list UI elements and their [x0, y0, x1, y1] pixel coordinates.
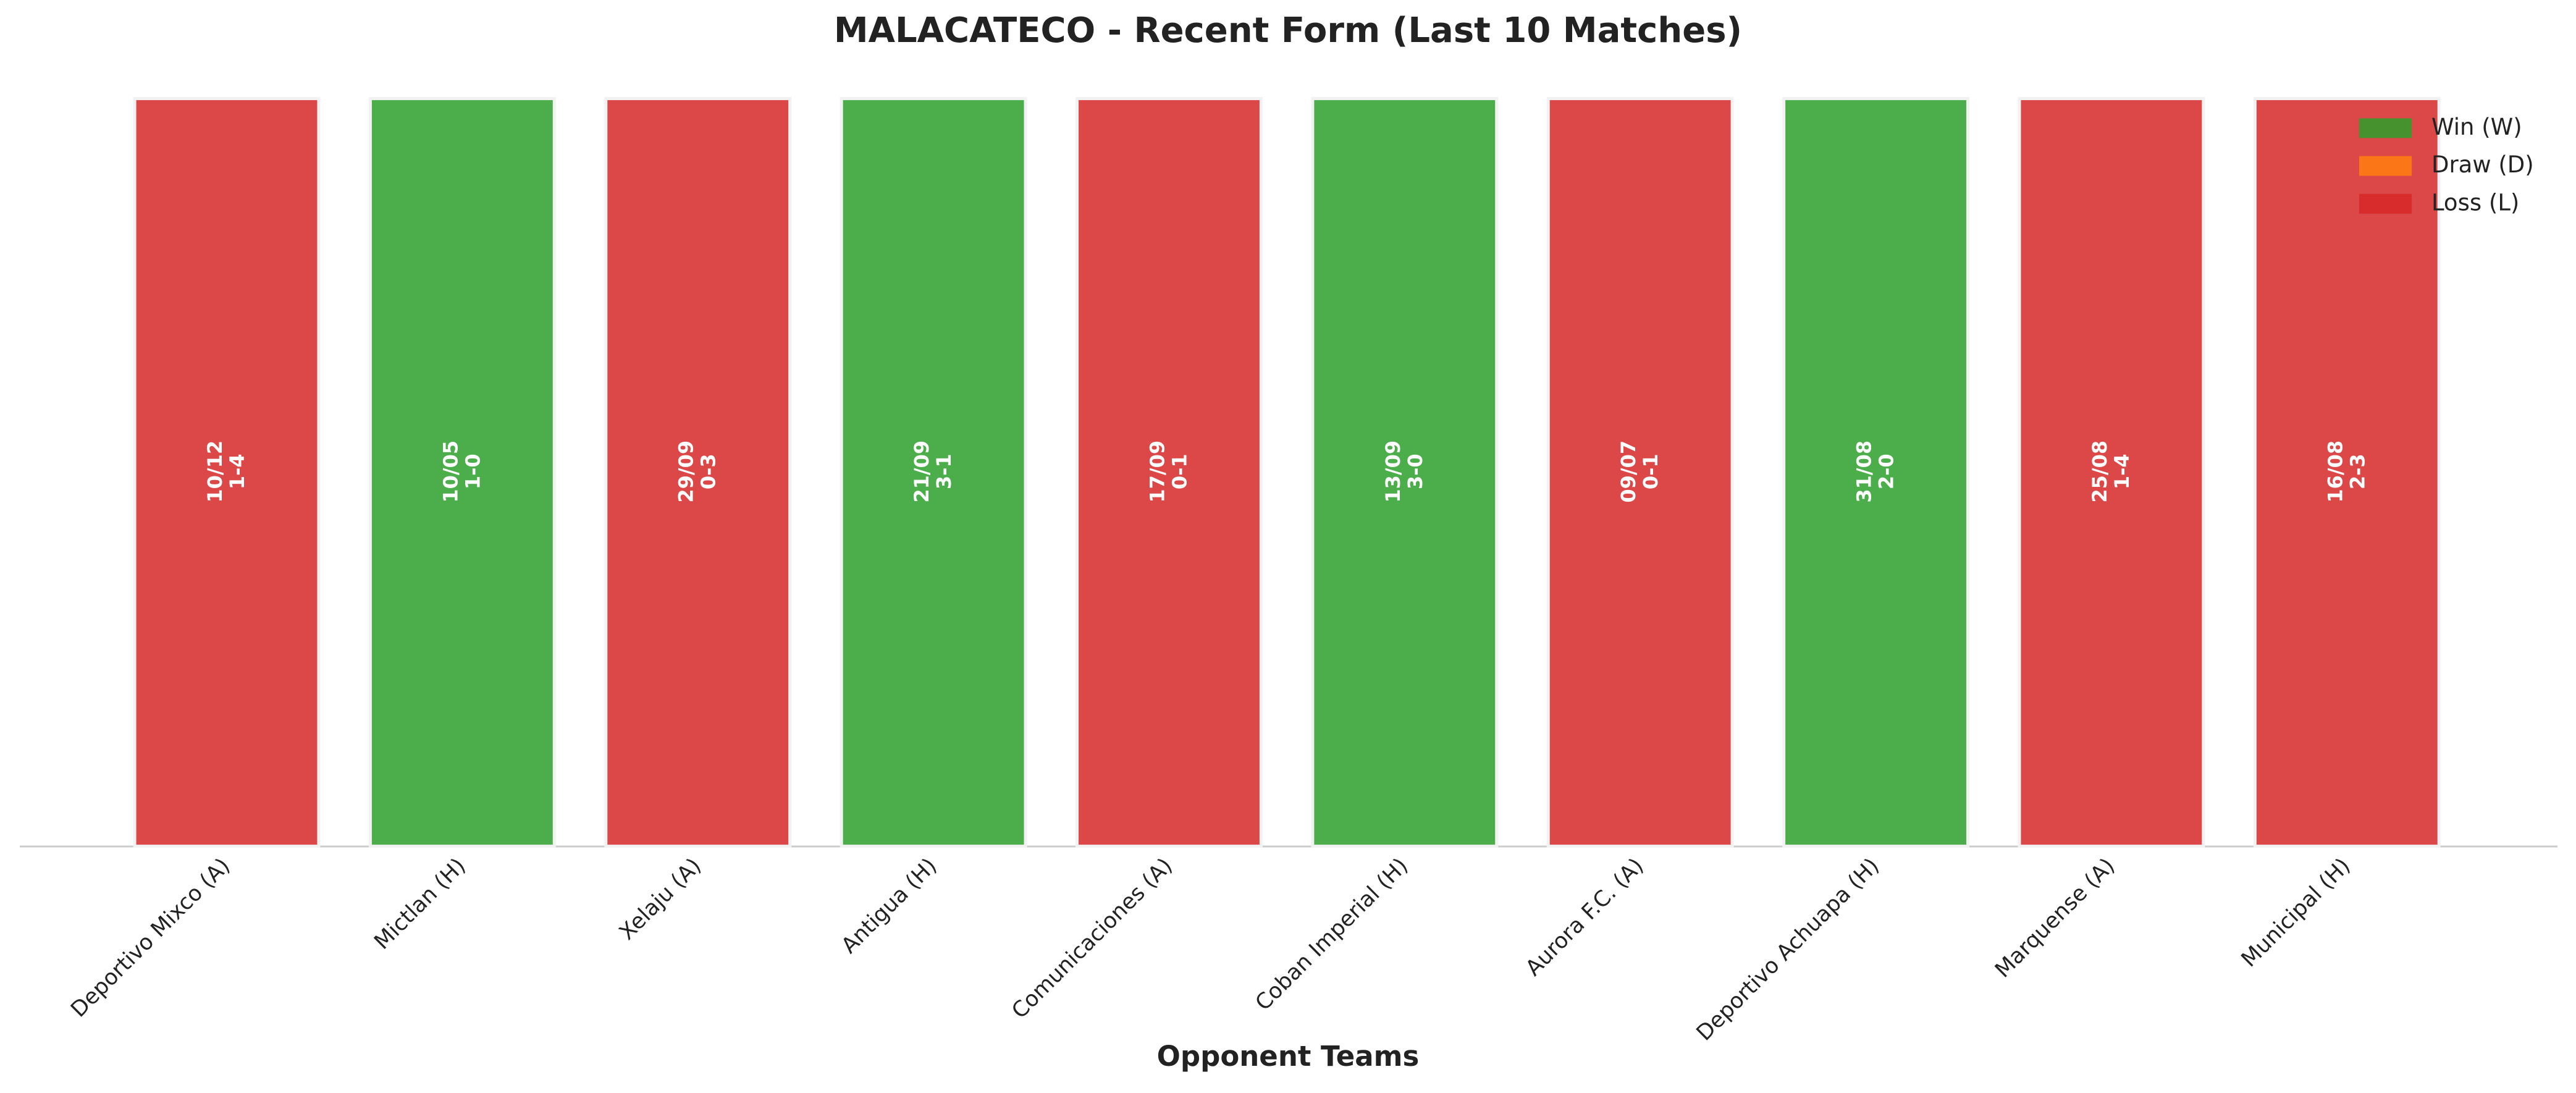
match-score: 3-1: [932, 454, 956, 489]
x-tick-label: Mictlan (H): [369, 853, 470, 954]
match-date: 17/09: [1145, 441, 1169, 503]
match-date: 29/09: [675, 441, 698, 503]
match-date: 31/08: [1853, 441, 1876, 503]
match-score: 1-0: [461, 454, 484, 489]
x-tick-label: Marquense (A): [1990, 853, 2119, 982]
match-date: 16/08: [2323, 441, 2347, 503]
match-score: 3-0: [1404, 454, 1427, 489]
bar: [604, 97, 792, 848]
x-tick-label: Deportivo Achuapa (H): [1692, 853, 1884, 1045]
match-date: 25/08: [2088, 441, 2111, 503]
match-date: 21/09: [910, 441, 933, 503]
x-axis-label: Opponent Teams: [1157, 1040, 1420, 1073]
match-date: 10/12: [203, 441, 227, 503]
bar: [133, 97, 321, 848]
match-score: 0-1: [1168, 454, 1191, 489]
match-score: 1-4: [225, 454, 249, 489]
x-tick-label: Municipal (H): [2237, 853, 2355, 972]
bar: [2018, 97, 2205, 848]
x-tick-label: Coban Imperial (H): [1251, 853, 1413, 1015]
bar: [1782, 97, 1969, 848]
match-score: 2-0: [1875, 454, 1898, 489]
bar: [2253, 97, 2441, 848]
bar: [1311, 97, 1499, 848]
match-score: 1-4: [2110, 454, 2134, 489]
chart-title: MALACATECO - Recent Form (Last 10 Matche…: [834, 11, 1742, 51]
bar: [1546, 97, 1734, 848]
legend-swatch: [2359, 193, 2412, 214]
match-date: 09/07: [1617, 441, 1640, 503]
match-score: 0-1: [1639, 454, 1662, 489]
bar: [1075, 97, 1263, 848]
legend-swatch: [2359, 156, 2412, 176]
bar: [840, 97, 1027, 848]
match-score: 0-3: [697, 454, 720, 489]
x-tick-label: Comunicaciones (A): [1008, 853, 1177, 1023]
x-tick-label: Deportivo Mixco (A): [66, 853, 235, 1022]
match-score: 2-3: [2346, 454, 2369, 489]
legend-label: Draw (D): [2431, 151, 2534, 178]
match-date: 13/09: [1381, 441, 1405, 503]
x-tick-label: Aurora F.C. (A): [1521, 853, 1648, 981]
legend-label: Win (W): [2431, 114, 2522, 140]
legend-label: Loss (L): [2431, 189, 2519, 216]
x-tick-label: Antigua (H): [837, 853, 942, 958]
legend-swatch: [2359, 118, 2412, 138]
bar: [368, 97, 556, 848]
x-tick-label: Xelaju (A): [615, 853, 706, 945]
match-date: 10/05: [439, 441, 462, 503]
